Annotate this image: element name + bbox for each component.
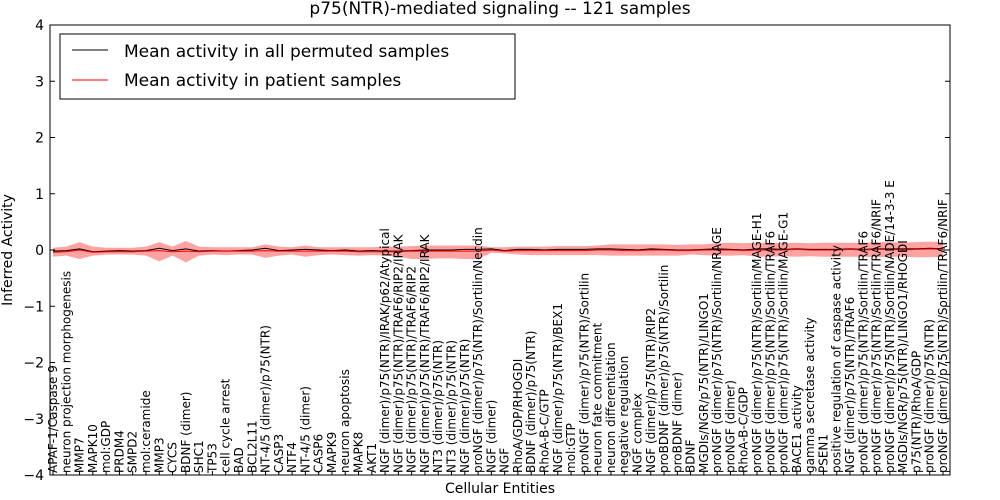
- legend-box: [59, 33, 516, 100]
- x-category-label: mol:GTP: [564, 423, 578, 473]
- x-category-label: PRDM4: [112, 430, 126, 473]
- x-category-label: mol:ceramide: [139, 390, 153, 473]
- y-tick-label: 4: [35, 18, 44, 34]
- x-category-label: proNGF (dimer)/p75(NTR): [923, 319, 937, 473]
- x-category-label: proNGF (dimer): [724, 380, 738, 473]
- x-category-label: BDNF (dimer): [179, 392, 193, 474]
- x-category-label: proNGF (dimer)/p75(NTR)/Sortilin/MAGE-H1: [750, 213, 764, 473]
- x-category-label: NGF complex: [631, 393, 645, 473]
- x-category-label: proNGF (dimer)/p75(NTR)/Sortilin/Necdin: [471, 227, 485, 473]
- y-tick-label: −1: [23, 299, 44, 315]
- x-category-label: NGF (dimer)/p75(NTR)/TRAF6: [843, 297, 857, 473]
- x-category-label: MAPK9: [325, 432, 339, 473]
- x-category-label: NGF (dimer)/p75(NTR)/IRAK/p62/Atypical: [378, 228, 392, 473]
- x-category-label: proBDNF (dimer): [670, 372, 684, 473]
- x-category-label: NT3 (dimer)/p75(NTR): [431, 340, 445, 473]
- x-category-label: CASP3: [272, 434, 286, 473]
- x-category-label: positive regulation of caspase activity: [830, 245, 844, 473]
- x-category-label: NGF (dimer)/p75(NTR)/TRAF6/RIP2/IRAK: [418, 233, 432, 473]
- x-category-label: NGF (dimer)/p75(NTR)/TRAF6/RIP2/IRAK: [391, 233, 405, 473]
- legend-label-patient: Mean activity in patient samples: [124, 71, 401, 91]
- x-category-label: proNGF (dimer)/p75(NTR)/Sortilin/NADE/14…: [883, 180, 897, 473]
- x-category-label: proNGF (dimer)/p75(NTR)/Sortilin/TRAF6: [763, 231, 777, 473]
- patient-activity-band: [53, 241, 943, 263]
- x-category-label: negative regulation: [617, 356, 631, 473]
- x-category-label: NGF (dimer)/p75(NTR)/BEX1: [551, 303, 565, 473]
- x-category-label: MMP7: [73, 437, 87, 473]
- y-tick-label: 3: [35, 74, 44, 90]
- x-category-label: proNGF (dimer)/p75(NTR)/Sortilin/MAGE-G1: [777, 212, 791, 473]
- x-category-label: SMPD2: [126, 431, 140, 473]
- x-category-label: NTF4: [285, 442, 299, 473]
- x-category-label: NGF (dimer): [484, 400, 498, 473]
- x-category-label: TP53: [205, 443, 219, 474]
- x-category-label: PSEN1: [816, 434, 830, 473]
- y-tick-label: 1: [35, 187, 44, 203]
- x-category-label: BAD: [232, 447, 246, 473]
- x-category-label: NT-4/5 (dimer): [298, 386, 312, 473]
- x-category-label: RhoA-B-C/GTP: [538, 389, 552, 473]
- x-category-label: p75(NTR)/RhoA/GDP: [909, 351, 923, 473]
- x-category-label: NGF: [498, 448, 512, 473]
- x-category-label: NGF (dimer)/p75(NTR): [458, 339, 472, 473]
- x-category-label: neuron projection morphogenesis: [59, 271, 73, 473]
- y-tick-label: 2: [35, 131, 44, 147]
- x-category-label: NT-4/5 (dimer)/p75(NTR): [259, 325, 273, 473]
- x-category-label: proNGF (dimer)/p75(NTR)/Sortilin/TRAF6: [856, 231, 870, 473]
- x-category-label: proNGF (dimer)/p75(NTR)/Sortilin: [577, 273, 591, 473]
- x-category-label: NGF (dimer)/p75(NTR)/RIP2: [644, 308, 658, 473]
- x-category-label: proNGF (dimer)/p75(NTR)/Sortilin/TRAF6/N…: [870, 199, 884, 473]
- x-category-label: cell cycle arrest: [219, 378, 233, 473]
- x-category-label: NT3 (dimer)/p75(NTR): [445, 340, 459, 473]
- y-tick-label: −2: [23, 356, 44, 372]
- confidence-band-layer: [53, 241, 943, 263]
- category-label-layer: APAF-1/Caspase 9 neuron projection morpho…: [46, 180, 950, 475]
- x-category-label: CYCS: [166, 442, 180, 473]
- x-category-label: SHC1: [192, 440, 206, 473]
- x-category-label: NGF (dimer)/p75(NTR)/TRAF6/RIP2: [405, 266, 419, 473]
- x-category-label: proNGF (dimer)/p75(NTR)/Sortilin/NRAGE: [710, 227, 724, 473]
- x-category-label: CASP6: [312, 434, 326, 473]
- x-category-label: RhoA-B-C/GDP: [737, 387, 751, 473]
- y-axis-label: Inferred Activity: [0, 194, 16, 306]
- legend-label-permuted: Mean activity in all permuted samples: [124, 42, 449, 62]
- legend: Mean activity in all permuted samples Me…: [59, 33, 516, 100]
- series-line-patient: [52, 248, 944, 253]
- x-category-label: BACE1 activity: [790, 385, 804, 473]
- x-category-label: AKT1: [365, 443, 379, 473]
- x-category-label: neuron differentiation: [604, 342, 618, 473]
- x-category-label: RhoA/GDP/RHOGDI: [511, 359, 525, 473]
- series-line-permuted: [52, 247, 944, 253]
- x-axis-label: Cellular Entities: [445, 481, 555, 497]
- x-category-label: MGDIs/NGR/p75(NTR)/LINGO1/RHOGDI: [896, 240, 910, 473]
- y-tick-label: −3: [23, 412, 44, 428]
- chart-title: p75(NTR)-mediated signaling -- 121 sampl…: [309, 0, 690, 19]
- x-category-label: MAPK8: [352, 432, 366, 473]
- series-line-layer: [52, 247, 944, 253]
- x-category-label: BDNF (dimer)/p75(NTR): [524, 331, 538, 473]
- x-category-label: MGDIs/NGR/p75(NTR)/LINGO1: [697, 293, 711, 473]
- x-category-label: MAPK10: [86, 424, 100, 473]
- x-category-label: BDNF: [684, 440, 698, 473]
- y-axis-ticks: −4 −3 −2 −1 0 1 2 3 4: [23, 18, 950, 484]
- x-category-label: BCL2L11: [245, 420, 259, 473]
- x-category-label: neuron fate commitment: [591, 322, 605, 473]
- x-category-label: MMP3: [152, 437, 166, 473]
- y-tick-label: 0: [35, 243, 44, 259]
- x-category-label: proBDNF (dimer)/p75(NTR)/Sortilin: [657, 265, 671, 473]
- x-category-label: proNGF (dimer)/p75(NTR)/Sortilin/TRAF6/N…: [936, 199, 950, 473]
- x-category-label: neuron apoptosis: [338, 369, 352, 473]
- x-category-label: mol:GDP: [99, 421, 113, 473]
- x-category-label: gamma secretase activity: [803, 317, 817, 473]
- y-tick-label: −4: [23, 468, 44, 484]
